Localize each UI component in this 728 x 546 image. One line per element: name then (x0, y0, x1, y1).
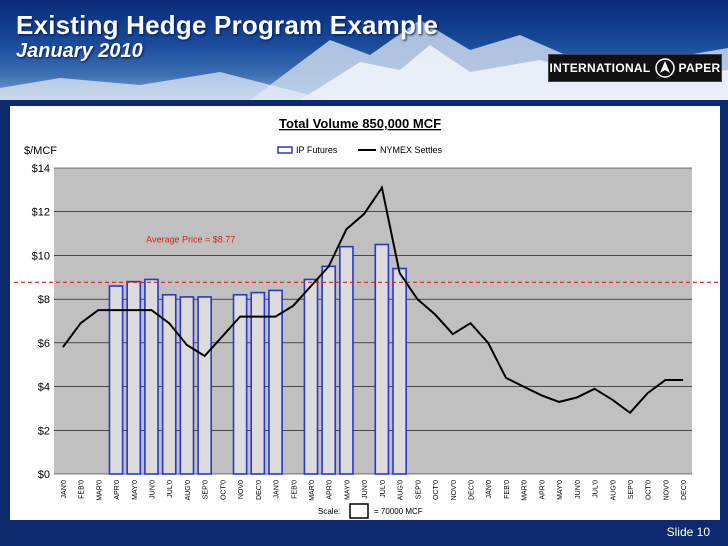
scale-suffix: = 70000 MCF (374, 507, 423, 516)
x-tick-label: MAY'0 (557, 480, 564, 500)
x-tick-label: MAR'0 (309, 480, 316, 501)
x-tick-label: AUG'0 (398, 480, 405, 501)
x-tick-label: JUN'0 (575, 480, 582, 499)
x-tick-label: NOV0 (238, 480, 245, 499)
average-price-label: Average Price = $8.77 (146, 234, 235, 244)
x-tick-label: NOV'0 (663, 480, 670, 501)
slide-footer (0, 520, 728, 546)
x-tick-label: SEP'0 (415, 480, 422, 499)
chart-panel: Total Volume 850,000 MCF $/MCF IP Future… (10, 106, 722, 520)
gridlines (54, 167, 692, 475)
x-tick-label: JUL'0 (380, 480, 387, 498)
x-tick-label: APR'0 (114, 480, 121, 500)
scale-bar-sample (349, 503, 369, 519)
bar-ip-futures (144, 278, 159, 475)
x-tick-label: JUL'0 (167, 480, 174, 498)
x-tick-label: OCT'0 (220, 480, 227, 500)
scale-prefix: Scale: (318, 507, 340, 516)
chart-title: Total Volume 850,000 MCF (279, 116, 441, 131)
logo-emblem-icon (654, 58, 675, 78)
bar-ip-futures (126, 280, 142, 475)
y-tick-label: $0 (38, 469, 50, 481)
y-axis-label: $/MCF (24, 145, 57, 157)
slide-subtitle: January 2010 (16, 40, 143, 62)
y-tick-label: $8 (38, 294, 50, 306)
company-logo: INTERNATIONAL PAPER (548, 54, 722, 82)
x-tick-label: SEP'0 (628, 480, 635, 499)
x-tick-label: AUG'0 (610, 480, 617, 501)
legend-label-nymex: NYMEX Settles (380, 145, 443, 155)
logo-word-right: PAPER (678, 61, 721, 75)
bar-ip-futures (161, 293, 177, 475)
y-tick-label: $12 (32, 207, 50, 219)
slide-title: Existing Hedge Program Example (16, 10, 439, 40)
slide-header: Existing Hedge Program Example January 2… (0, 0, 728, 100)
bar-ip-futures (321, 265, 337, 475)
legend-label-ip-futures: IP Futures (296, 145, 338, 155)
hedge-chart: Total Volume 850,000 MCF $/MCF IP Future… (14, 116, 722, 519)
y-tick-label: $2 (38, 425, 50, 437)
plot-area (54, 168, 692, 474)
x-tick-label: JAN'0 (274, 480, 281, 499)
legend: IP Futures NYMEX Settles (277, 145, 443, 155)
bar-ip-futures (268, 289, 283, 475)
x-tick-label: DEC'0 (468, 480, 475, 500)
bar-ip-futures (374, 243, 390, 475)
x-tick-label: SEP'0 (203, 480, 210, 499)
x-tick-label: MAR'0 (96, 480, 103, 501)
x-tick-label: JAN'0 (61, 480, 68, 499)
bar-ip-futures (197, 296, 212, 475)
x-tick-label: NOV'0 (451, 480, 458, 501)
x-tick-label: FEB'0 (291, 480, 298, 499)
y-tick-label: $4 (38, 382, 50, 394)
x-tick-label: APR'0 (327, 480, 334, 500)
x-tick-labels: JAN'0 FEB'0 MAR'0 APR'0 MAY'0 JUN'0 JUL'0 AUG'0… (61, 480, 688, 501)
bar-ip-futures (108, 285, 124, 475)
y-tick-label: $10 (32, 250, 50, 262)
bar-ip-futures (250, 291, 266, 475)
scale-note: Scale: = 70000 MCF (318, 503, 423, 519)
x-tick-label: JUN'0 (362, 480, 369, 499)
x-tick-label: AUG'0 (185, 480, 192, 501)
legend-swatch-ip-futures (277, 146, 293, 154)
bar-ip-futures (232, 293, 248, 475)
bar-ip-futures (392, 267, 407, 475)
x-tick-label: OCT'0 (646, 480, 653, 500)
nymex-settles-line (62, 185, 684, 415)
average-line-group: Average Price = $8.77 (14, 234, 722, 283)
x-tick-label: MAR'0 (522, 480, 529, 501)
bar-ip-futures (179, 296, 195, 475)
x-tick-label: FEB'0 (504, 480, 511, 499)
x-tick-label: FEB'0 (79, 480, 86, 499)
x-tick-label: DEC'0 (256, 480, 263, 500)
x-tick-label: JAN'0 (486, 480, 493, 499)
bar-ip-futures (339, 245, 354, 475)
x-tick-label: MAY'0 (132, 480, 139, 500)
y-tick-label: $14 (32, 163, 50, 175)
logo-word-left: INTERNATIONAL (549, 61, 651, 75)
y-tick-label: $6 (38, 338, 50, 350)
y-tick-labels: $0 $2 $4 $6 $8 $10 $12 $14 (32, 163, 50, 481)
slide-number: Slide 10 (666, 525, 710, 539)
x-tick-label: MAY'0 (344, 480, 351, 500)
x-tick-label: JUL'0 (593, 480, 600, 498)
x-tick-label: OCT'0 (433, 480, 440, 500)
bar-ip-futures (303, 278, 319, 475)
x-tick-label: DEC'0 (681, 480, 688, 500)
x-tick-label: JUN'0 (149, 480, 156, 499)
x-tick-label: APR'0 (539, 480, 546, 500)
